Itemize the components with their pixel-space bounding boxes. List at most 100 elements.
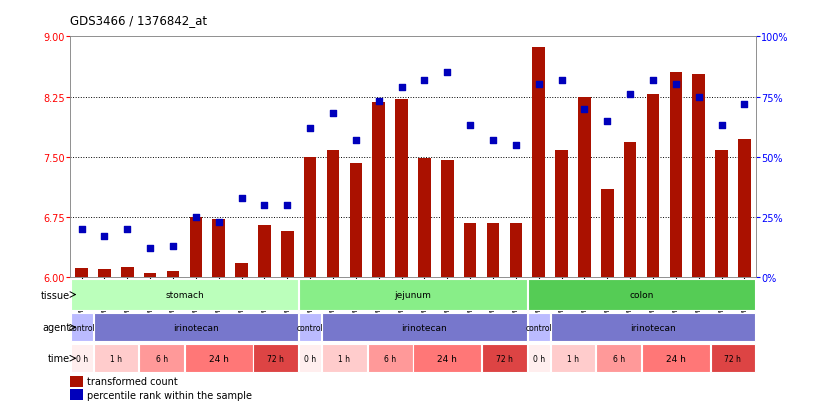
Bar <box>692 75 705 278</box>
FancyBboxPatch shape <box>185 344 253 373</box>
Text: tissue: tissue <box>41 290 70 300</box>
Text: stomach: stomach <box>165 290 204 299</box>
Text: 72 h: 72 h <box>724 354 742 363</box>
Bar <box>441 161 453 278</box>
Point <box>189 214 202 221</box>
FancyBboxPatch shape <box>596 344 641 373</box>
Bar <box>670 73 682 278</box>
Text: 24 h: 24 h <box>209 354 229 363</box>
Bar <box>212 219 225 278</box>
Text: irinotecan: irinotecan <box>173 323 219 332</box>
Text: 72 h: 72 h <box>268 354 284 363</box>
Point <box>647 77 660 84</box>
Point <box>212 219 225 225</box>
Text: irinotecan: irinotecan <box>401 323 448 332</box>
Text: 0 h: 0 h <box>533 354 545 363</box>
Text: colon: colon <box>629 290 653 299</box>
Text: control: control <box>297 323 324 332</box>
FancyBboxPatch shape <box>299 279 527 311</box>
FancyBboxPatch shape <box>528 313 549 342</box>
FancyBboxPatch shape <box>551 344 596 373</box>
Text: 6 h: 6 h <box>613 354 624 363</box>
Bar <box>464 224 477 278</box>
FancyBboxPatch shape <box>414 344 481 373</box>
Point <box>235 195 249 202</box>
Text: 6 h: 6 h <box>384 354 396 363</box>
Text: 1 h: 1 h <box>567 354 579 363</box>
Text: percentile rank within the sample: percentile rank within the sample <box>88 390 253 400</box>
Point <box>395 84 408 91</box>
FancyBboxPatch shape <box>528 279 755 311</box>
FancyBboxPatch shape <box>322 313 527 342</box>
Point <box>75 226 88 233</box>
Text: transformed count: transformed count <box>88 376 178 386</box>
Text: control: control <box>69 323 95 332</box>
Point <box>349 137 363 144</box>
Point <box>121 226 134 233</box>
FancyBboxPatch shape <box>93 313 298 342</box>
FancyBboxPatch shape <box>322 344 367 373</box>
Bar <box>70 389 83 400</box>
FancyBboxPatch shape <box>368 344 412 373</box>
FancyBboxPatch shape <box>71 344 93 373</box>
FancyBboxPatch shape <box>299 344 321 373</box>
Text: 24 h: 24 h <box>437 354 458 363</box>
Bar <box>578 97 591 278</box>
Bar <box>396 100 408 278</box>
Point <box>167 243 180 250</box>
Text: control: control <box>525 323 552 332</box>
Bar <box>144 274 156 278</box>
Point <box>487 137 500 144</box>
Bar <box>555 151 567 278</box>
Point <box>441 70 454 76</box>
Bar <box>190 218 202 278</box>
FancyBboxPatch shape <box>93 344 138 373</box>
Point <box>418 77 431 84</box>
FancyBboxPatch shape <box>71 279 298 311</box>
Point <box>144 245 157 252</box>
Text: GDS3466 / 1376842_at: GDS3466 / 1376842_at <box>70 14 207 27</box>
Text: 1 h: 1 h <box>110 354 122 363</box>
Text: time: time <box>48 354 70 363</box>
Text: 1 h: 1 h <box>339 354 350 363</box>
FancyBboxPatch shape <box>551 313 755 342</box>
Bar <box>373 103 385 278</box>
Bar <box>738 140 751 278</box>
Bar <box>418 159 430 278</box>
Text: jejunum: jejunum <box>395 290 431 299</box>
Bar <box>304 157 316 278</box>
Bar <box>624 143 636 278</box>
Bar <box>281 231 293 278</box>
Bar <box>510 223 522 278</box>
Point <box>509 142 523 149</box>
Point <box>281 202 294 209</box>
Bar <box>167 271 179 278</box>
Point <box>97 233 111 240</box>
Bar <box>349 164 362 278</box>
FancyBboxPatch shape <box>482 344 527 373</box>
Bar <box>715 151 728 278</box>
Point <box>715 123 729 129</box>
Bar <box>259 225 271 278</box>
Point <box>624 92 637 98</box>
FancyBboxPatch shape <box>254 344 298 373</box>
Point <box>601 118 614 125</box>
Point <box>258 202 271 209</box>
Point <box>304 125 317 132</box>
Text: 0 h: 0 h <box>75 354 88 363</box>
Text: 0 h: 0 h <box>304 354 316 363</box>
Point <box>669 82 682 88</box>
Point <box>326 111 339 117</box>
Point <box>692 94 705 101</box>
Bar <box>70 376 83 387</box>
Bar <box>601 190 614 278</box>
Text: 24 h: 24 h <box>666 354 686 363</box>
FancyBboxPatch shape <box>140 344 184 373</box>
Point <box>532 82 545 88</box>
FancyBboxPatch shape <box>642 344 710 373</box>
Text: 72 h: 72 h <box>496 354 513 363</box>
Point <box>738 101 751 108</box>
Point <box>372 99 385 105</box>
FancyBboxPatch shape <box>528 344 549 373</box>
Text: 6 h: 6 h <box>155 354 168 363</box>
